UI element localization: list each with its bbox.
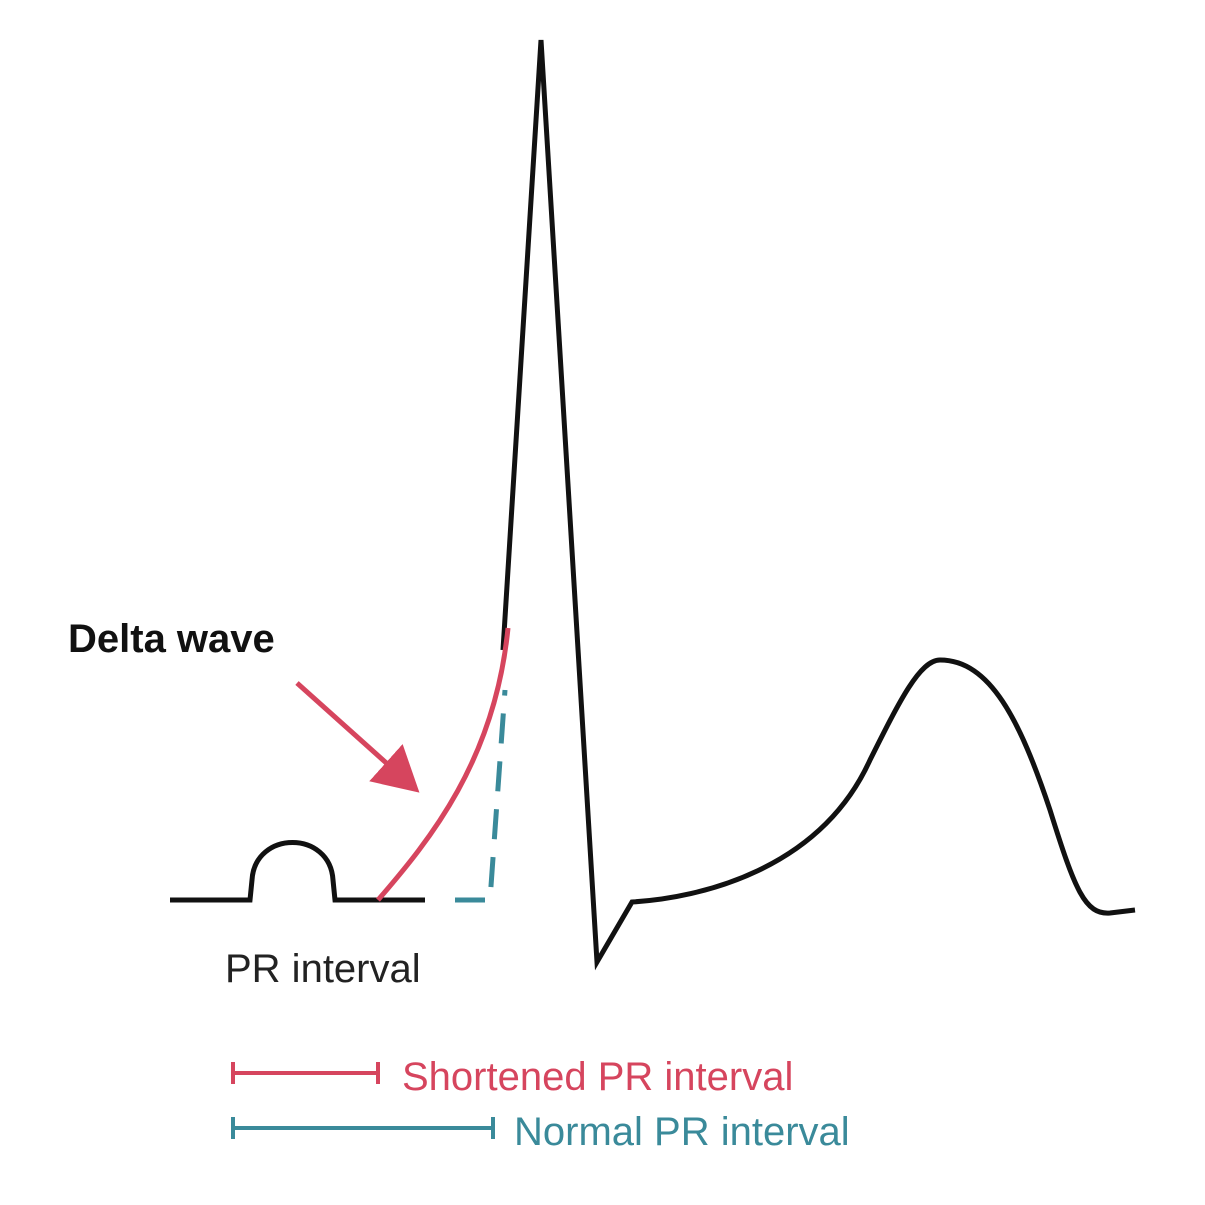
normal-upstroke [455,689,508,903]
delta-arrow [295,681,420,793]
legend-normal-label: Normal PR interval [514,1110,850,1154]
delta-wave [376,627,511,902]
p-wave [170,840,425,903]
legend-normal: Normal PR interval [231,1110,850,1154]
legend-shortened: Shortened PR interval [231,1055,793,1099]
legend-shortened-label: Shortened PR interval [402,1055,793,1099]
pr-label: PR interval [225,947,421,991]
qrs-t-wave [500,39,1136,971]
delta-label: Delta wave [68,617,275,661]
